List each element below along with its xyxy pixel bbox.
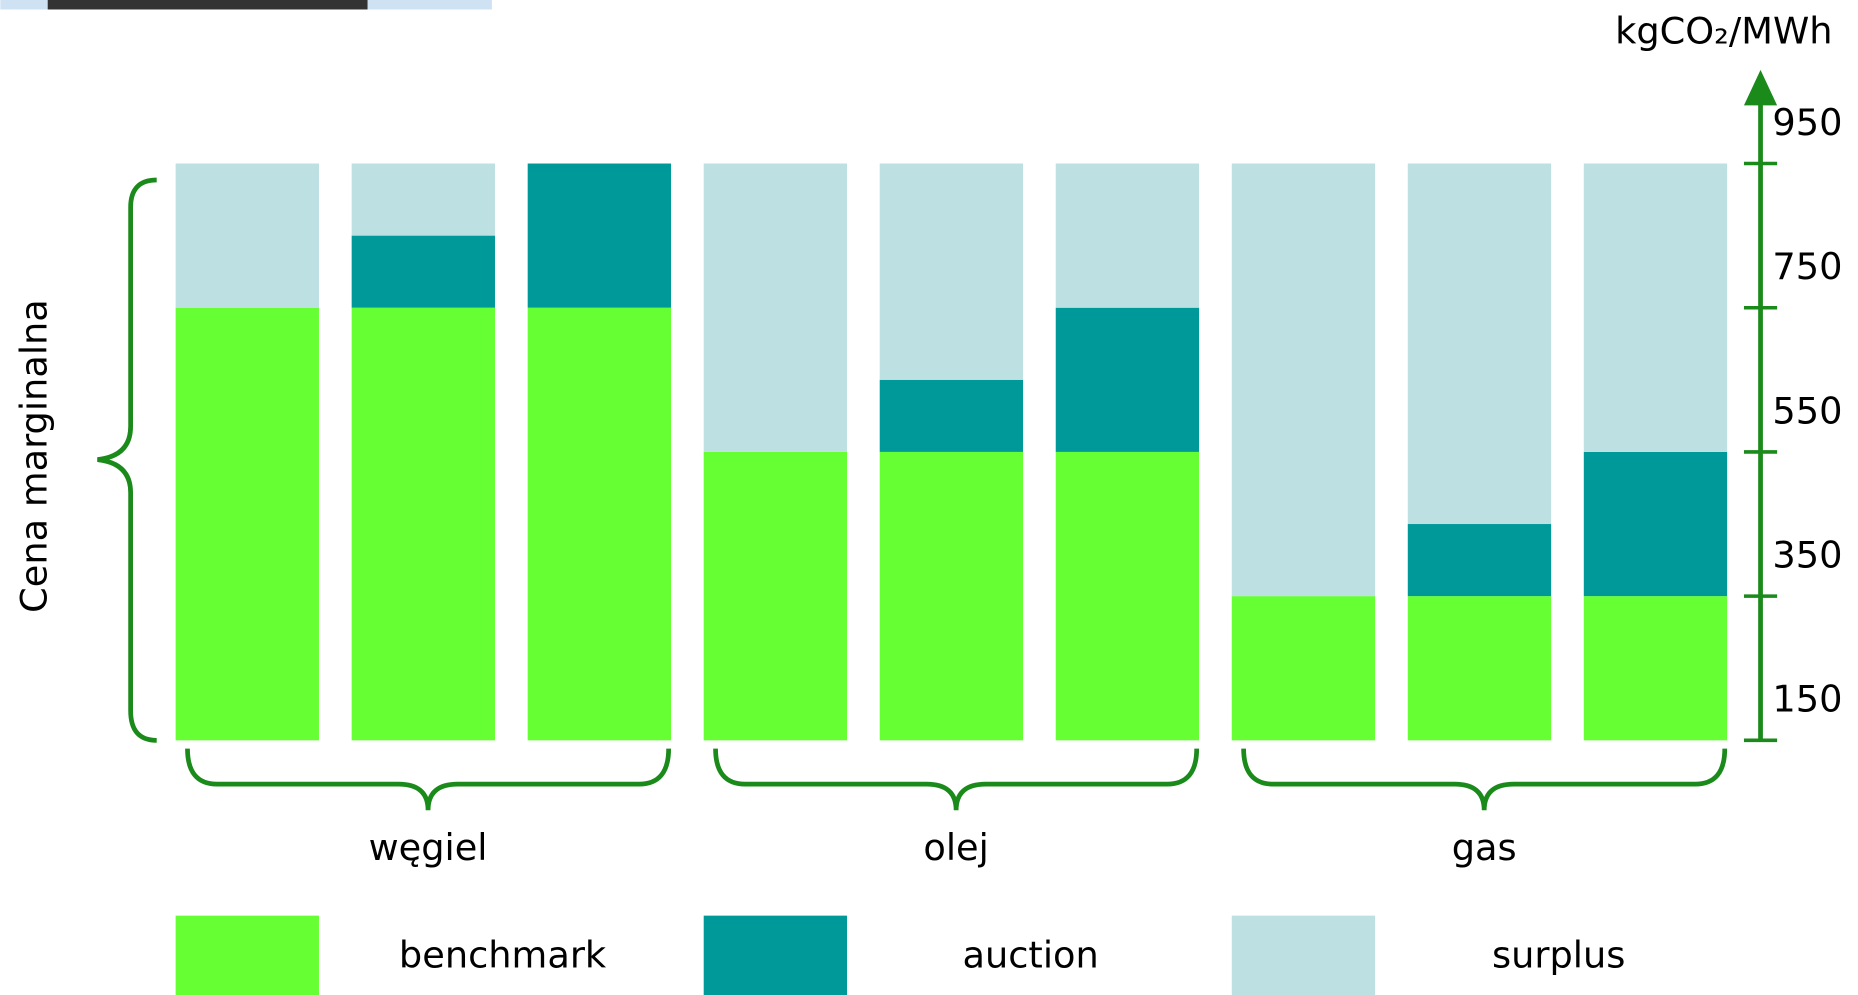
y-tick-label: 950 (1772, 101, 1842, 144)
bar-segment (1231, 596, 1376, 741)
bar-segment (527, 163, 672, 308)
bar-segment (175, 307, 319, 741)
group-brace (185, 748, 672, 811)
bar-segment (879, 163, 1024, 380)
y-tick-label: 150 (1772, 678, 1842, 721)
group-brace (1241, 748, 1728, 811)
annotation-brace (97, 177, 157, 743)
bar-segment (879, 451, 1024, 741)
group-label: węgiel (369, 826, 488, 869)
bar-segment (1407, 163, 1552, 525)
bar-segment (175, 163, 319, 308)
bar-segment (1055, 451, 1200, 741)
bar-segment (1231, 163, 1376, 597)
legend-label: benchmark (399, 934, 607, 977)
y-tick-label: 750 (1772, 245, 1842, 288)
y-axis-label: kgCO₂/MWh (1615, 10, 1832, 53)
group-brace (713, 748, 1200, 811)
bar-segment (879, 379, 1024, 452)
bar-segment (1583, 596, 1728, 741)
bar-segment (351, 307, 495, 741)
annotation: Cena marginalna (12, 299, 55, 613)
legend-swatch (175, 915, 319, 995)
bar-segment (1407, 596, 1552, 741)
bar-segment (703, 451, 848, 741)
legend-label: auction (962, 934, 1098, 977)
legend-label: surplus (1492, 934, 1625, 977)
bar-segment (351, 163, 495, 236)
y-tick-label: 350 (1772, 534, 1842, 577)
bar-segment (1407, 524, 1552, 597)
group-label: gas (1452, 826, 1517, 869)
legend-swatch (1231, 915, 1376, 995)
group-label: olej (923, 826, 988, 869)
bar-segment (1583, 451, 1728, 597)
bar-segment (351, 235, 495, 308)
legend-swatch (703, 915, 848, 995)
y-axis-arrow (1743, 69, 1778, 106)
bar-segment (703, 163, 848, 452)
bar-segment (527, 307, 672, 741)
bar-segment (1055, 163, 1200, 308)
image-fragment (47, 0, 368, 10)
y-tick-label: 550 (1772, 389, 1842, 432)
bar-segment (1055, 307, 1200, 452)
bar-segment (1583, 163, 1728, 452)
